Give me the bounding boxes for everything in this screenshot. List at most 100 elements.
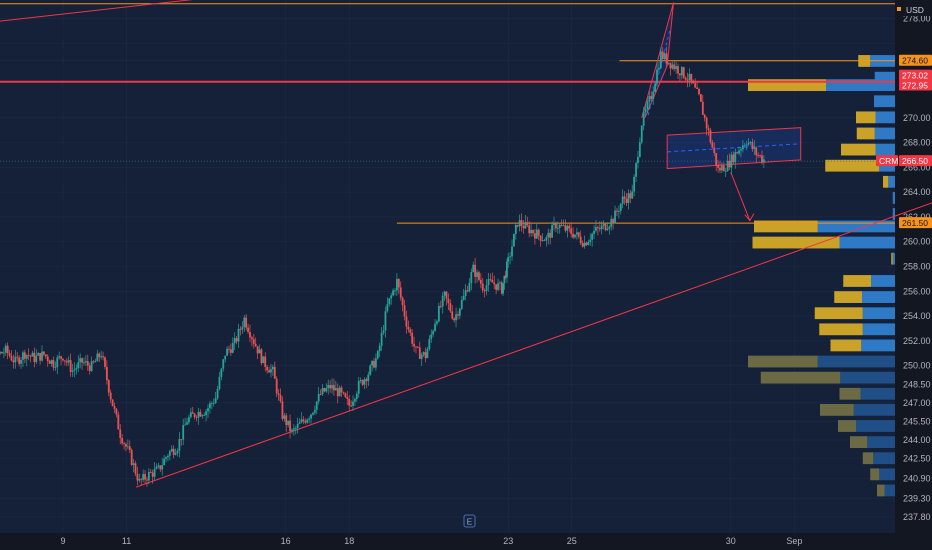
- candle-body: [199, 411, 202, 417]
- candle-body: [367, 374, 370, 382]
- candle: [83, 357, 85, 366]
- candle: [212, 398, 215, 407]
- candle: [394, 288, 396, 296]
- candle: [37, 351, 40, 356]
- candle: [357, 376, 360, 398]
- time-tick-label: 30: [726, 536, 736, 546]
- candle-body: [478, 272, 480, 280]
- candle-body: [405, 316, 408, 327]
- candle-body: [441, 295, 444, 307]
- candle-body: [245, 317, 248, 328]
- candle-body: [472, 264, 475, 273]
- volume-profile-bar-gold: [843, 275, 871, 287]
- candle: [392, 288, 394, 297]
- candle: [214, 391, 217, 404]
- candle: [273, 361, 276, 379]
- projection-arrow[interactable]: [730, 172, 751, 221]
- candle-body: [235, 338, 238, 342]
- candle-body: [520, 220, 523, 227]
- candle-body: [761, 155, 763, 163]
- candle-body: [640, 125, 643, 143]
- candle: [726, 154, 729, 172]
- candle: [652, 86, 655, 105]
- candle-body: [6, 345, 9, 354]
- candle-body: [610, 219, 613, 227]
- time-axis[interactable]: [0, 533, 895, 550]
- candle: [304, 418, 307, 425]
- volume-profile-bar-blue: [860, 387, 895, 400]
- price-axis[interactable]: [895, 0, 932, 550]
- candle-body: [210, 403, 213, 405]
- candle: [323, 387, 326, 393]
- candle-body: [79, 358, 82, 363]
- candle: [92, 360, 95, 364]
- candle: [696, 81, 698, 89]
- candle: [107, 379, 110, 397]
- candle-body: [455, 314, 457, 321]
- candle: [572, 227, 574, 240]
- candle-body: [266, 366, 269, 371]
- candle-body: [741, 145, 744, 150]
- volume-profile-bar-gold: [877, 484, 885, 497]
- candle-body: [256, 346, 259, 354]
- candle: [728, 153, 731, 170]
- volume-profile-bar-gold: [834, 291, 862, 303]
- candle: [570, 222, 573, 238]
- candle: [205, 408, 207, 422]
- candle-body: [319, 394, 322, 395]
- earnings-marker[interactable]: E: [463, 514, 476, 528]
- candle-body: [273, 366, 276, 379]
- candle: [128, 440, 131, 453]
- candle-body: [363, 379, 366, 385]
- candle: [6, 342, 9, 360]
- candle: [619, 202, 622, 215]
- candle: [608, 225, 611, 235]
- candle-body: [92, 361, 95, 363]
- candle-body: [247, 327, 249, 333]
- candle: [564, 219, 567, 233]
- candle: [478, 270, 480, 282]
- candle: [130, 448, 133, 466]
- price-tick-label: 262.00: [903, 212, 931, 222]
- price-tick-label: 245.50: [903, 416, 931, 426]
- candle-body: [513, 233, 515, 247]
- candle-body: [631, 191, 634, 199]
- candle-body: [170, 448, 173, 452]
- candle-body: [384, 311, 387, 331]
- candle: [585, 241, 588, 246]
- candle: [577, 231, 580, 239]
- volume-profile-bar-blue: [873, 452, 895, 465]
- candle: [12, 354, 15, 369]
- candle-body: [380, 332, 383, 346]
- upper-trendline[interactable]: [0, 0, 200, 25]
- candle-body: [577, 232, 580, 237]
- candle: [575, 227, 578, 240]
- volume-profile-bar-blue: [879, 468, 895, 481]
- candle-body: [705, 117, 708, 129]
- candle-body: [18, 357, 21, 364]
- candle-body: [583, 242, 586, 247]
- candle: [348, 395, 351, 411]
- support-trendline[interactable]: [135, 148, 932, 488]
- candle-body: [719, 167, 721, 171]
- candle: [86, 354, 89, 371]
- candle: [430, 329, 433, 343]
- candle: [401, 296, 404, 312]
- candle-body: [616, 210, 618, 212]
- candle-body: [188, 417, 190, 423]
- candle: [249, 324, 251, 343]
- candle: [460, 296, 463, 311]
- candle-body: [250, 337, 253, 340]
- candle-body: [81, 358, 83, 363]
- candle-body: [745, 144, 748, 146]
- candle-body: [241, 327, 244, 330]
- projection-arrow-head: [744, 213, 755, 222]
- volume-profile-bar-blue: [875, 111, 895, 124]
- candle-body: [489, 279, 492, 281]
- candle-body: [399, 287, 402, 298]
- candle: [184, 417, 187, 426]
- candle: [541, 233, 544, 242]
- candle-body: [541, 240, 544, 241]
- candle: [719, 160, 721, 174]
